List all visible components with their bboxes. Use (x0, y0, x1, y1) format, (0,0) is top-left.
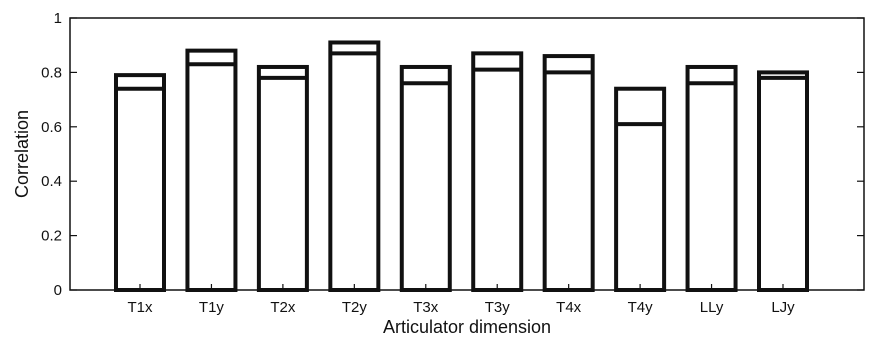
bar-outer (542, 54, 595, 292)
y-tick-label: 0.4 (41, 173, 62, 190)
x-tick-label: T2x (270, 299, 296, 316)
x-tick-label: T1x (127, 299, 153, 316)
bar-t4y (614, 86, 667, 292)
x-axis: T1x T1y T2x T2y T3x T3y T4x T4y LLy LJy (127, 284, 795, 316)
bar-outer (614, 86, 667, 292)
x-tick-label: LLy (700, 299, 724, 316)
bar-t4x (542, 54, 595, 292)
bar-lly (685, 64, 738, 292)
y-axis-title: Correlation (12, 110, 32, 198)
y-tick-label: 0.6 (41, 119, 62, 136)
x-tick-label: T3y (485, 299, 511, 316)
bar-t1x (114, 73, 166, 293)
x-tick-label: LJy (771, 299, 795, 316)
bar-outer (757, 70, 809, 293)
y-axis: 0 0.2 0.4 0.6 0.8 1 (41, 10, 864, 299)
x-axis-title: Articulator dimension (383, 317, 551, 337)
bars (114, 40, 809, 293)
x-tick-label: T2y (342, 299, 368, 316)
bar-t1y (185, 48, 238, 292)
y-tick-label: 0 (54, 282, 62, 299)
bar-ljy (757, 70, 809, 293)
bar-outer (256, 64, 309, 292)
y-tick-label: 1 (54, 10, 62, 27)
bar-outer (185, 48, 238, 292)
x-tick-label: T4x (556, 299, 582, 316)
y-tick-label: 0.2 (41, 228, 62, 245)
bar-t3x (399, 64, 452, 292)
bar-outer (114, 73, 166, 293)
plot-frame (69, 17, 865, 291)
bar-outer (328, 40, 381, 293)
x-tick-label: T3x (413, 299, 439, 316)
x-tick-label: T4y (628, 299, 654, 316)
bar-outer (685, 64, 738, 292)
bar-outer (399, 64, 452, 292)
x-tick-label: T1y (199, 299, 225, 316)
bar-t3y (471, 51, 524, 292)
bar-t2x (256, 64, 309, 292)
y-tick-label: 0.8 (41, 64, 62, 81)
bar-outer (471, 51, 524, 292)
bar-t2y (328, 40, 381, 293)
